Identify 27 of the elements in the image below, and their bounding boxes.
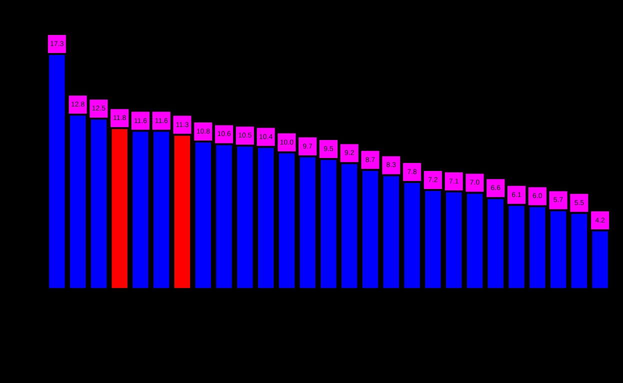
bar	[571, 214, 588, 288]
bar	[508, 206, 524, 288]
bar	[49, 55, 65, 288]
bar	[425, 191, 441, 288]
bar	[237, 146, 253, 288]
bar	[112, 129, 128, 288]
bar	[592, 231, 608, 288]
bar	[362, 170, 378, 288]
bar	[466, 194, 483, 288]
bar	[70, 116, 86, 288]
bar	[342, 164, 358, 288]
bar	[300, 157, 316, 288]
bar	[488, 199, 504, 288]
bar	[383, 176, 400, 288]
bar	[550, 211, 566, 288]
bar	[174, 136, 190, 288]
bar	[216, 145, 232, 288]
bar	[258, 148, 274, 288]
bar	[530, 207, 546, 288]
bar	[320, 160, 336, 288]
bar	[195, 142, 211, 288]
bar	[278, 153, 295, 288]
bar	[446, 192, 462, 288]
bar	[132, 132, 148, 288]
bar	[404, 182, 420, 288]
bar	[90, 120, 107, 288]
bar	[154, 132, 170, 288]
